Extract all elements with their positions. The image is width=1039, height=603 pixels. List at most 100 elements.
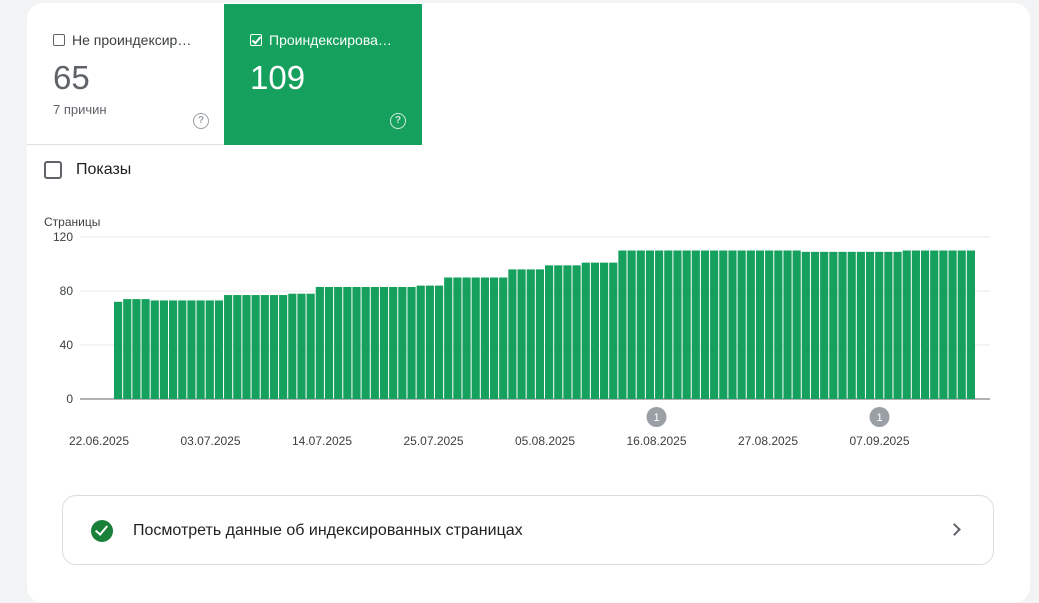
bar (609, 262, 618, 399)
annotation-marker (646, 407, 667, 427)
bar (517, 269, 526, 399)
bar (462, 277, 471, 399)
x-tick-label: 22.06.2025 (69, 434, 129, 448)
y-tick-label: 0 (66, 392, 73, 406)
tab-indexed-label: Проиндексирова… (269, 32, 392, 48)
bar (710, 250, 719, 399)
bar (132, 299, 141, 399)
help-icon[interactable]: ? (390, 113, 406, 129)
bar (875, 251, 884, 399)
bar (783, 250, 792, 399)
bar (123, 299, 132, 399)
bar (233, 295, 242, 399)
bar (719, 250, 728, 399)
bar (334, 286, 343, 399)
bar (700, 250, 710, 399)
bar (930, 250, 939, 399)
indexed-checkbox[interactable] (250, 34, 262, 46)
help-icon[interactable]: ? (193, 113, 209, 129)
bar (205, 300, 214, 399)
bar (820, 251, 829, 399)
bar (645, 250, 655, 399)
bar (251, 295, 260, 399)
bar (150, 300, 159, 399)
bar (499, 277, 508, 399)
x-tick-label: 05.08.2025 (515, 434, 575, 448)
x-tick-label: 07.09.2025 (849, 434, 909, 448)
bar (618, 250, 627, 399)
unindexed-count: 65 (53, 59, 90, 96)
bar (224, 295, 233, 399)
check-circle-icon (91, 520, 113, 542)
bar (829, 251, 838, 399)
bar (379, 286, 389, 399)
bar (407, 286, 416, 399)
bar (269, 295, 279, 399)
bar (920, 250, 930, 399)
x-tick-label: 27.08.2025 (738, 434, 798, 448)
pages-chart: Страницы 0 40 80 120 22.06.2025 03.07.2025 14.… (27, 203, 1030, 463)
bar (664, 250, 673, 399)
y-tick-label: 80 (60, 284, 74, 298)
bar (434, 285, 444, 399)
bar (865, 251, 875, 399)
bar (508, 269, 517, 399)
bar (343, 286, 352, 399)
bar (737, 250, 746, 399)
bar (600, 262, 609, 399)
impressions-label: Показы (76, 161, 132, 178)
view-indexed-pages-link[interactable]: Посмотреть данные об индексированных стр… (62, 495, 994, 565)
tab-indexed[interactable]: Проиндексирова… 109 ? (224, 4, 422, 145)
bar (361, 286, 370, 399)
bar (801, 251, 810, 399)
bar (398, 286, 407, 399)
bar (141, 299, 150, 399)
bar (655, 250, 664, 399)
unindexed-reasons: 7 причин (53, 102, 107, 117)
annotation-marker (869, 407, 890, 427)
bar (627, 250, 636, 399)
bar (444, 277, 453, 399)
tab-unindexed-label: Не проиндексир… (72, 32, 192, 48)
tab-unindexed-header: Не проиндексир… (53, 32, 191, 48)
chevron-right-icon (948, 523, 961, 536)
annotation-label: 1 (876, 412, 882, 424)
bar (673, 250, 682, 399)
bar (352, 286, 361, 399)
bar (214, 300, 224, 399)
bar (480, 277, 489, 399)
bar (279, 295, 288, 399)
bar (416, 285, 425, 399)
bar (847, 251, 856, 399)
bar (453, 277, 462, 399)
indexed-count: 109 (250, 59, 306, 96)
bar (948, 250, 957, 399)
bar (939, 250, 948, 399)
impressions-toggle[interactable]: Показы (44, 161, 131, 179)
y-tick-label: 120 (53, 230, 73, 244)
tab-unindexed[interactable]: Не проиндексир… 65 7 причин ? (27, 4, 224, 145)
annotation-label: 1 (653, 412, 659, 424)
bar (682, 250, 691, 399)
bar (746, 250, 755, 399)
unindexed-checkbox[interactable] (53, 34, 65, 46)
bar (792, 250, 801, 399)
x-tick-label: 25.07.2025 (403, 434, 463, 448)
chart-svg: 0 40 80 120 22.06.2025 03.07.2025 14.07.2025 25… (53, 230, 990, 448)
bar (288, 293, 297, 399)
y-tick-label: 40 (60, 338, 74, 352)
impressions-checkbox[interactable] (44, 161, 62, 179)
bar (554, 265, 563, 399)
bar (838, 251, 847, 399)
bar (691, 250, 700, 399)
bar (526, 269, 535, 399)
bar (572, 265, 581, 399)
bar (535, 269, 544, 399)
bar (765, 250, 774, 399)
tab-indexed-header: Проиндексирова… (250, 32, 392, 48)
x-tick-label: 03.07.2025 (180, 434, 240, 448)
bar (114, 301, 123, 399)
bar (297, 293, 306, 399)
bar (884, 251, 893, 399)
bar (196, 300, 205, 399)
